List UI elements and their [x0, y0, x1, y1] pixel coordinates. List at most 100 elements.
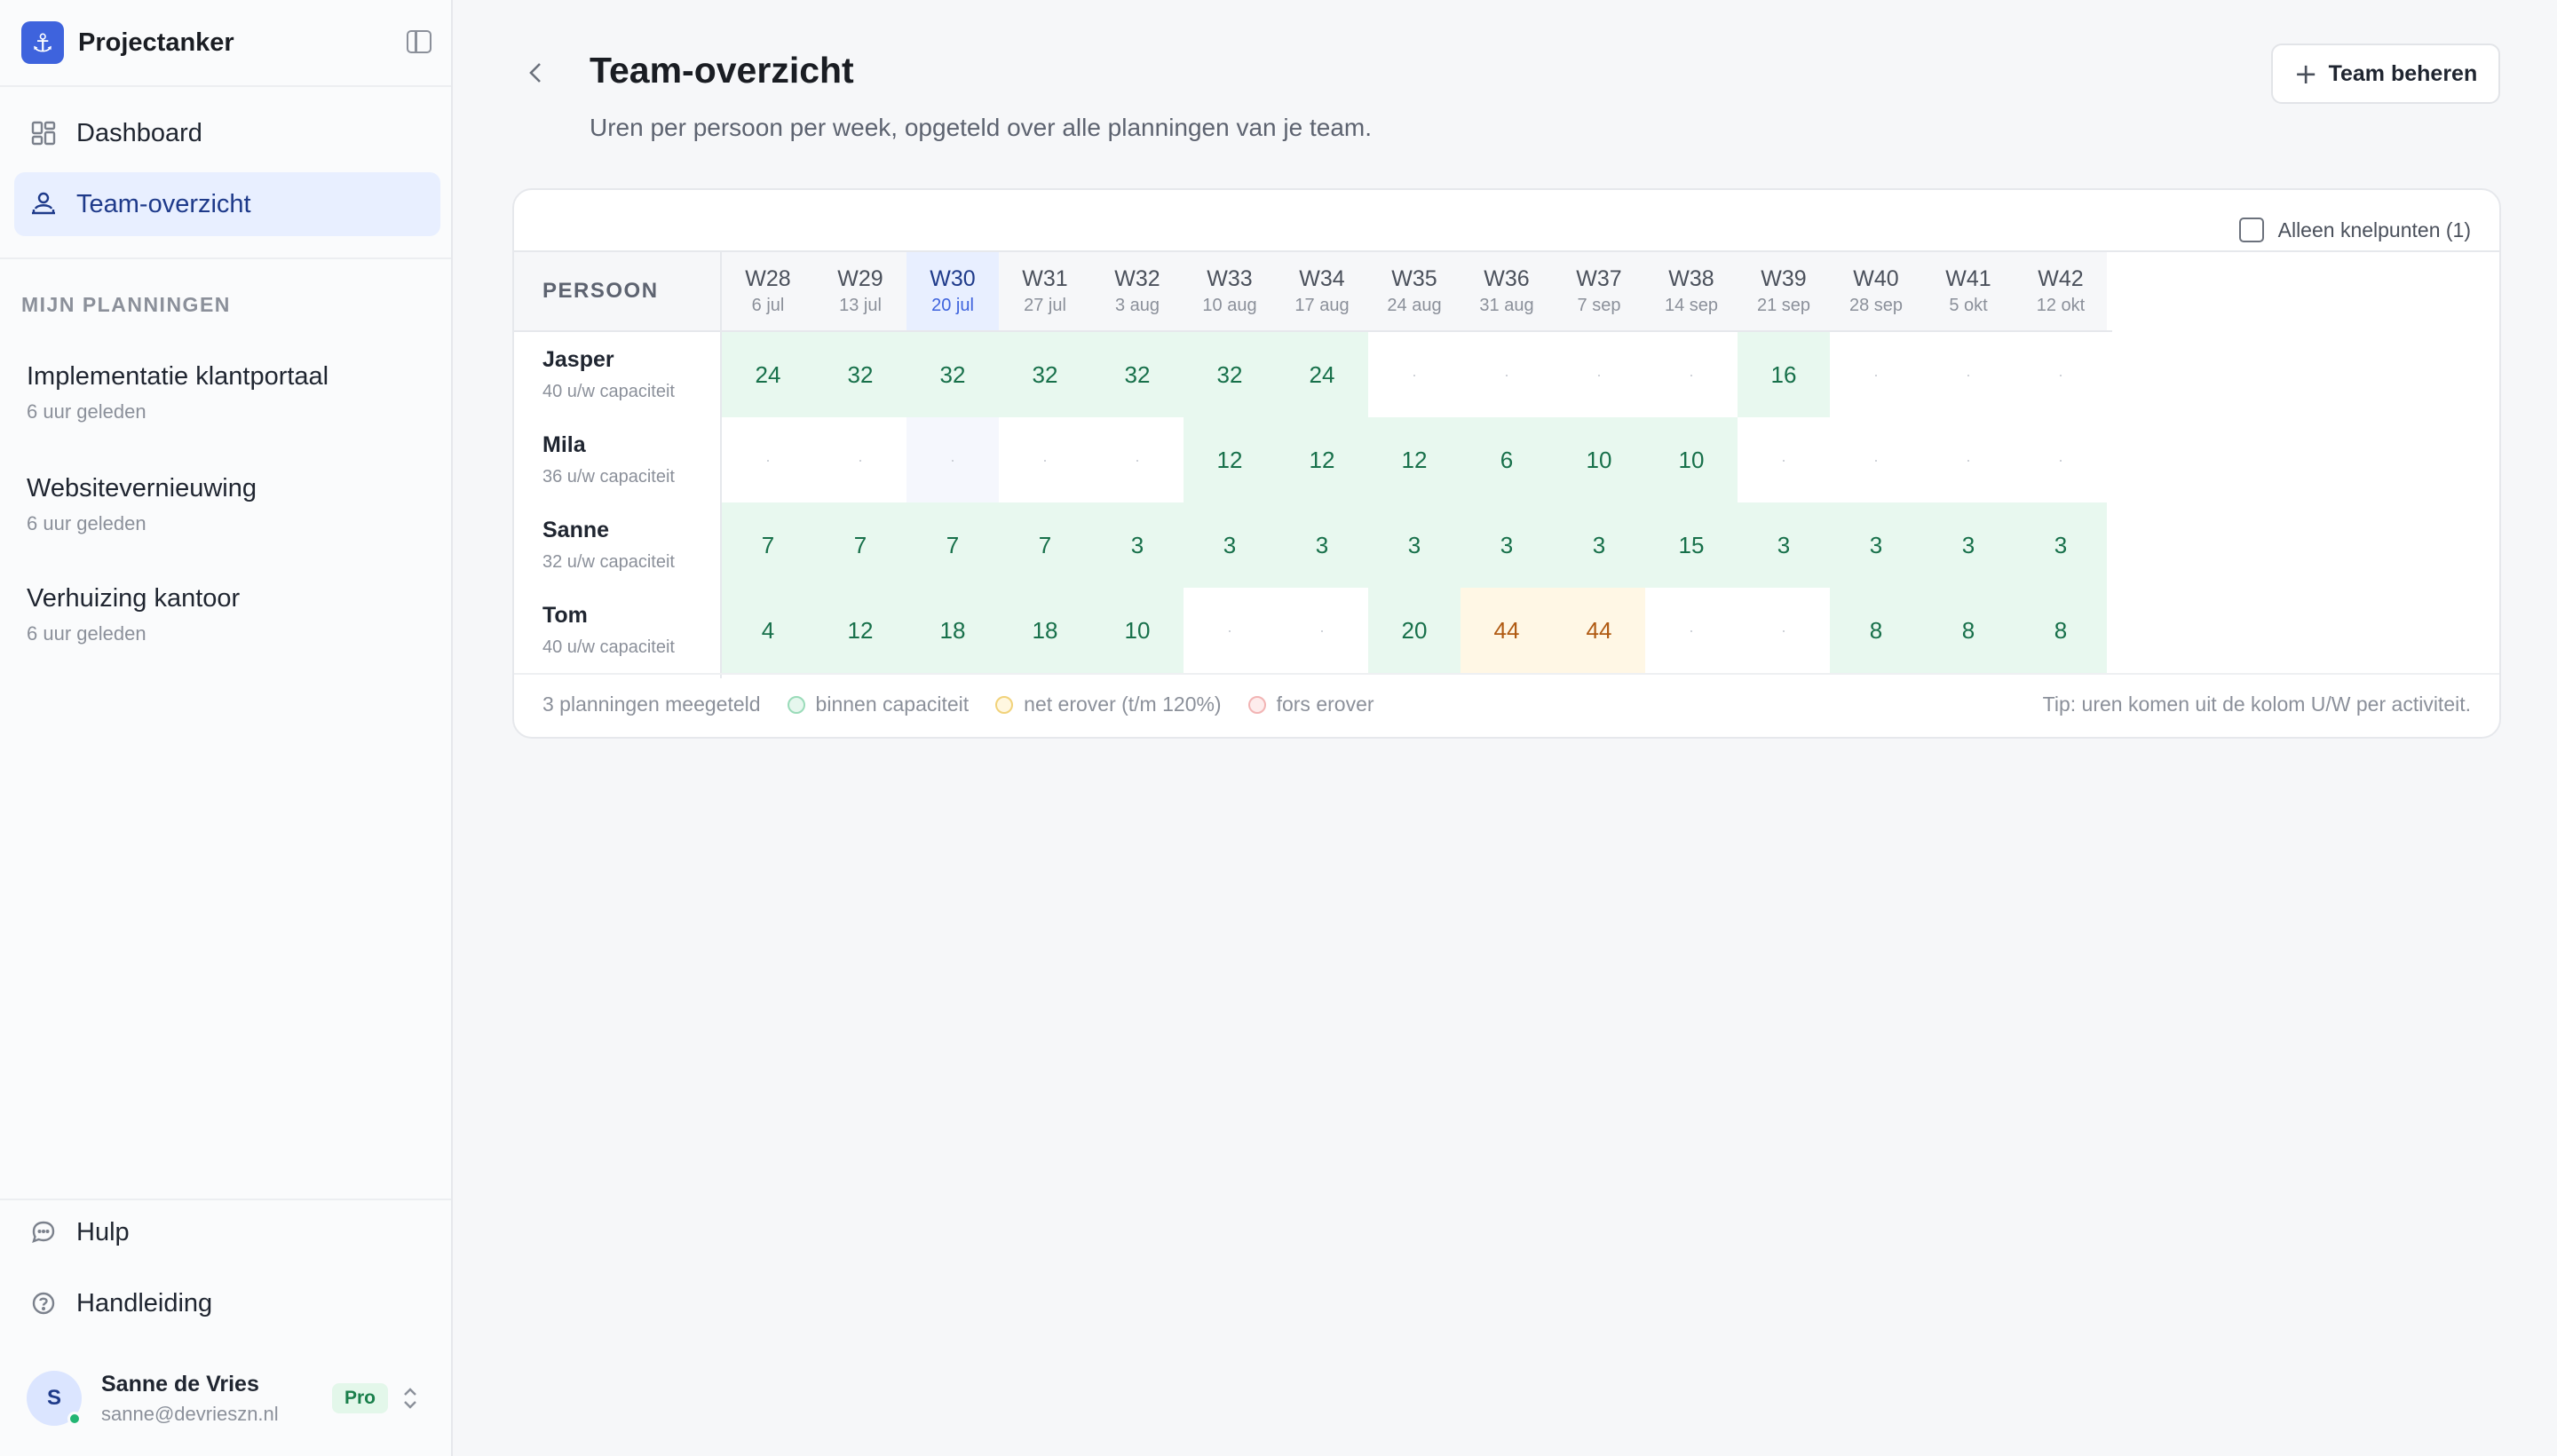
- team-beheren-button[interactable]: + Team beheren: [2271, 44, 2500, 104]
- nav-item-label: Team-overzicht: [76, 189, 251, 218]
- nav-item-hulp[interactable]: Hulp: [14, 1200, 440, 1264]
- week-header-w33: W33 10 aug: [1184, 252, 1276, 330]
- week-number: W35: [1391, 266, 1437, 291]
- person-capacity: 36 u/w capaciteit: [542, 467, 675, 487]
- person-capacity: 40 u/w capaciteit: [542, 637, 675, 657]
- week-header-w30: W30 20 jul: [906, 252, 999, 330]
- hours-cell: 8: [1830, 588, 1922, 673]
- sidebar-divider: [0, 1199, 451, 1200]
- week-number: W40: [1853, 266, 1899, 291]
- hours-cell-empty: ·: [1922, 332, 2015, 417]
- hours-cell-empty: ·: [1184, 588, 1276, 673]
- legend-far-over: fors erover: [1276, 692, 1374, 716]
- hours-cell: 7: [814, 502, 906, 588]
- user-meta: Sanne de Vries sanne@devrieszn.nl: [101, 1372, 279, 1426]
- knelpunten-checkbox[interactable]: [2238, 218, 2264, 242]
- hours-cell-empty: ·: [722, 417, 814, 502]
- planning-title: Verhuizing kantoor: [27, 584, 241, 613]
- hours-cell: 32: [906, 332, 999, 417]
- within-capacity-dot: [787, 695, 805, 714]
- hours-cell-empty: ·: [1368, 332, 1461, 417]
- nav-item-dashboard[interactable]: Dashboard: [14, 101, 440, 165]
- week-header-w38: W38 14 sep: [1645, 252, 1738, 330]
- tip-text: Tip: uren komen uit de kolom U/W per act…: [2042, 692, 2471, 716]
- hours-cell: 12: [1368, 417, 1461, 502]
- week-header-w35: W35 24 aug: [1368, 252, 1461, 330]
- week-number: W39: [1761, 266, 1807, 291]
- hours-cell: 3: [1184, 502, 1276, 588]
- page-title: Team-overzicht: [590, 50, 854, 91]
- planning-item[interactable]: Implementatie klantportaal 6 uur geleden: [27, 362, 435, 423]
- week-header-w32: W32 3 aug: [1091, 252, 1184, 330]
- week-number: W34: [1299, 266, 1345, 291]
- avatar-initial: S: [46, 1386, 61, 1410]
- week-date: 13 jul: [839, 296, 882, 315]
- hours-cell: 8: [2015, 588, 2107, 673]
- hours-cell-empty: ·: [1922, 417, 2015, 502]
- planning-item[interactable]: Websitevernieuwing 6 uur geleden: [27, 474, 435, 535]
- week-date: 24 aug: [1387, 296, 1442, 315]
- knelpunten-label: Alleen knelpunten (1): [2277, 218, 2471, 241]
- table-top-border: [514, 250, 2499, 252]
- hours-cell: 3: [2015, 502, 2107, 588]
- week-number: W41: [1945, 266, 1991, 291]
- person-column-header: PERSOON: [514, 252, 720, 330]
- knelpunten-filter[interactable]: Alleen knelpunten (1): [2238, 208, 2471, 252]
- person-column-divider: [720, 252, 722, 678]
- week-header-w31: W31 27 jul: [999, 252, 1091, 330]
- week-header-w28: W28 6 jul: [722, 252, 814, 330]
- person-cell: Tom 40 u/w capaciteit: [514, 588, 720, 673]
- week-number: W33: [1207, 266, 1253, 291]
- back-chevron-icon[interactable]: [524, 59, 549, 87]
- hours-cell: 32: [999, 332, 1091, 417]
- team-icon: [30, 191, 57, 218]
- hours-cell-empty: ·: [1645, 332, 1738, 417]
- week-date: 7 sep: [1577, 296, 1621, 315]
- sidebar-toggle-icon[interactable]: [407, 30, 431, 53]
- week-header-w36: W36 31 aug: [1461, 252, 1553, 330]
- week-date: 14 sep: [1664, 296, 1719, 315]
- legend-slightly-over: net erover (t/m 120%): [1024, 692, 1222, 716]
- plan-badge: Pro: [332, 1383, 389, 1413]
- person-name: Sanne: [542, 518, 610, 542]
- week-date: 31 aug: [1479, 296, 1534, 315]
- hours-cell-empty: ·: [1738, 588, 1830, 673]
- legend-within: binnen capaciteit: [815, 692, 970, 716]
- slightly-over-dot: [995, 695, 1014, 714]
- week-header-w37: W37 7 sep: [1553, 252, 1645, 330]
- hours-cell-empty: ·: [999, 417, 1091, 502]
- planning-title: Websitevernieuwing: [27, 474, 257, 502]
- person-name: Jasper: [542, 347, 614, 372]
- nav-item-team-overzicht[interactable]: Team-overzicht: [14, 172, 440, 236]
- week-number: W30: [930, 266, 976, 291]
- hours-cell: 7: [906, 502, 999, 588]
- week-date: 27 jul: [1024, 296, 1066, 315]
- page-subtitle: Uren per persoon per week, opgeteld over…: [590, 114, 1373, 141]
- hours-cell: 32: [1091, 332, 1184, 417]
- week-date: 10 aug: [1202, 296, 1257, 315]
- question-circle-icon: [30, 1290, 57, 1317]
- hours-cell-empty: ·: [1830, 417, 1922, 502]
- hours-cell: 18: [906, 588, 999, 673]
- team-hours-card: Alleen knelpunten (1) PERSOON W28 6 jul W2…: [512, 188, 2501, 739]
- chevron-up-down-icon[interactable]: [400, 1385, 421, 1412]
- nav-item-label: Hulp: [76, 1217, 130, 1246]
- person-name: Mila: [542, 432, 586, 457]
- dashboard-grid-icon: [30, 120, 57, 146]
- hours-cell: 3: [1276, 502, 1368, 588]
- planning-item[interactable]: Verhuizing kantoor 6 uur geleden: [27, 584, 435, 645]
- sidebar-divider: [0, 257, 451, 259]
- week-header-w42: W42 12 okt: [2015, 252, 2107, 330]
- week-date: 6 jul: [751, 296, 785, 315]
- week-header-w29: W29 13 jul: [814, 252, 906, 330]
- legend: 3 planningen meegeteld binnen capaciteit…: [542, 692, 1374, 716]
- nav-item-handleiding[interactable]: Handleiding: [14, 1271, 440, 1335]
- avatar: S: [27, 1371, 82, 1426]
- user-menu[interactable]: S Sanne de Vries sanne@devrieszn.nl Pro: [27, 1369, 435, 1428]
- far-over-dot: [1247, 695, 1266, 714]
- planning-title: Implementatie klantportaal: [27, 362, 329, 391]
- nav-item-label: Handleiding: [76, 1288, 213, 1318]
- hours-cell-empty: ·: [1738, 417, 1830, 502]
- hours-cell: 10: [1645, 417, 1738, 502]
- week-date: 17 aug: [1294, 296, 1350, 315]
